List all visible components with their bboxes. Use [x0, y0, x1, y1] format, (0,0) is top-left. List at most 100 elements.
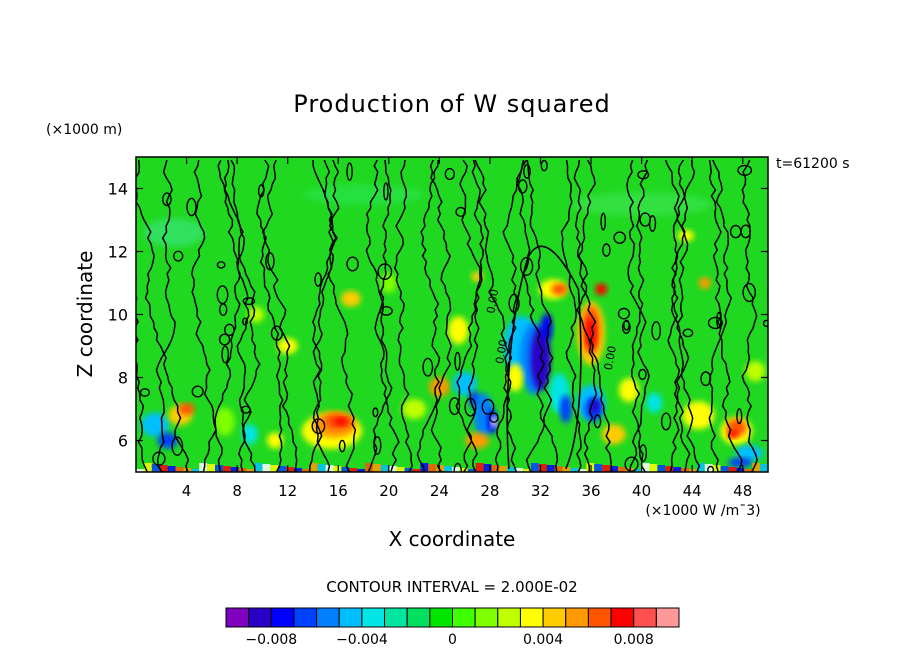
contour-loop — [638, 368, 647, 381]
contour-line — [455, 159, 481, 472]
x-tick-label: 20 — [379, 482, 398, 500]
colorbar-tick-label: 0.004 — [523, 632, 563, 648]
contour-line — [667, 159, 696, 472]
field-band-cell — [436, 465, 445, 472]
field-band-cell — [341, 467, 350, 472]
contour-loop — [700, 371, 712, 387]
field-patch — [559, 395, 572, 423]
field-patch — [448, 316, 469, 345]
contour-loop — [508, 293, 520, 313]
field-band-cell — [483, 464, 492, 472]
x-axis: 4 8 12 16 20 24 28 32 36 40 44 48 — [182, 157, 752, 500]
contour-loop — [639, 212, 652, 227]
field-patch — [452, 371, 477, 396]
contour-line — [664, 159, 701, 472]
field-patch — [540, 313, 553, 342]
field-band-cell — [673, 467, 682, 472]
field-patch — [143, 218, 204, 247]
contour-loop — [372, 407, 379, 418]
contour-line — [217, 159, 261, 472]
contour-loop — [517, 179, 528, 194]
field-patch — [402, 399, 427, 419]
colorbar-swatch — [452, 607, 476, 628]
y-axis-label: Z coordinate — [73, 251, 97, 378]
contour-loop — [377, 263, 393, 280]
field-band-cell — [222, 466, 231, 472]
contour-line — [494, 159, 528, 472]
contour-value-label: 0.00 — [484, 288, 501, 314]
field-band-cell — [309, 463, 318, 472]
contour-loop — [682, 328, 694, 338]
y-tick-label: 10 — [108, 306, 128, 325]
contour-loop — [637, 170, 650, 180]
colorbar-swatch — [406, 607, 431, 628]
contour-loop — [242, 297, 256, 306]
field-band-cell — [760, 464, 768, 472]
y-tick-label: 8 — [118, 369, 128, 388]
contour-loop — [448, 397, 461, 416]
contour-line — [191, 159, 223, 472]
field-band-cell — [136, 469, 144, 472]
field-patch — [303, 184, 424, 205]
contour-line — [506, 245, 582, 470]
field-band-cell — [720, 466, 729, 472]
x-tick-label: 28 — [480, 482, 499, 500]
x-tick-label: 48 — [733, 482, 752, 500]
contour-loop — [373, 436, 382, 455]
field-patch — [745, 361, 766, 382]
contour-line — [429, 159, 452, 472]
contour-line — [526, 159, 559, 472]
contour-line — [560, 159, 582, 472]
field-band-cell — [262, 464, 271, 472]
colorbar-swatch — [655, 607, 680, 628]
field-band-cell — [167, 466, 176, 472]
field-band-cell — [578, 469, 587, 472]
field-band-cell — [617, 467, 626, 472]
field-patch — [178, 403, 195, 415]
contour-loop — [346, 162, 353, 181]
contour-loop — [172, 250, 184, 262]
field-band-cell — [554, 466, 563, 472]
contour-loop — [593, 414, 602, 429]
contour-loop — [171, 436, 184, 456]
colorbar-swatch — [293, 607, 318, 628]
field-band-cell — [420, 463, 429, 472]
contour-loop — [161, 192, 172, 207]
field-patch — [571, 192, 712, 217]
field-band-cell — [586, 463, 595, 472]
field-band-cell — [444, 466, 452, 472]
field-band-cell — [199, 463, 208, 472]
colorbar-swatch — [248, 607, 272, 628]
contour-loop — [600, 212, 607, 231]
colorbar-tick-label: 0.008 — [614, 632, 654, 648]
field-band-cell — [396, 467, 405, 472]
field-band-cell — [452, 467, 460, 472]
colorbar-swatch — [587, 607, 612, 628]
contour-loop — [707, 316, 724, 330]
field-band-cell — [159, 465, 168, 472]
contour-loop — [602, 243, 611, 257]
contour-line — [626, 159, 647, 472]
field-band-cell — [736, 468, 745, 472]
field-band-cell — [594, 464, 603, 472]
contour-loop — [740, 224, 752, 239]
field-patch — [595, 283, 608, 296]
field-patch — [551, 283, 568, 296]
colorbar-swatch — [497, 607, 521, 628]
chart-title: Production of W squared — [293, 90, 610, 118]
field-band-cell — [752, 463, 761, 472]
field-band-cell — [325, 465, 334, 472]
field-band-cell — [412, 469, 421, 472]
colorbar-swatch — [565, 607, 589, 628]
contour-loop — [379, 305, 393, 316]
contour-line — [708, 159, 733, 472]
field-patch — [646, 392, 663, 413]
field-band-cell — [380, 465, 389, 472]
contour-loop — [338, 439, 346, 453]
contour-value-label: 0.00 — [493, 338, 510, 364]
contour-loop — [736, 408, 743, 425]
contour-loop — [651, 321, 662, 341]
contour-loop — [152, 451, 166, 466]
contour-loop — [242, 317, 248, 326]
